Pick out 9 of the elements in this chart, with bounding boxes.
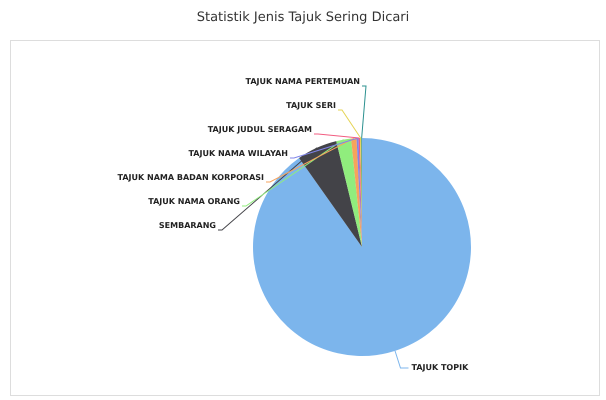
slice-label: TAJUK TOPIK (411, 363, 470, 372)
slice-label: TAJUK SERI (286, 101, 336, 110)
slice-label: TAJUK JUDUL SERAGAM (208, 125, 312, 134)
slice-label: TAJUK NAMA ORANG (148, 197, 240, 206)
slice-label: TAJUK NAMA BADAN KORPORASI (118, 173, 264, 182)
slice-label: SEMBARANG (158, 221, 216, 230)
slice-label: TAJUK NAMA PERTEMUAN (246, 77, 360, 86)
chart-title: Statistik Jenis Tajuk Sering Dicari (196, 10, 410, 25)
slice-label: TAJUK NAMA WILAYAH (188, 149, 288, 158)
